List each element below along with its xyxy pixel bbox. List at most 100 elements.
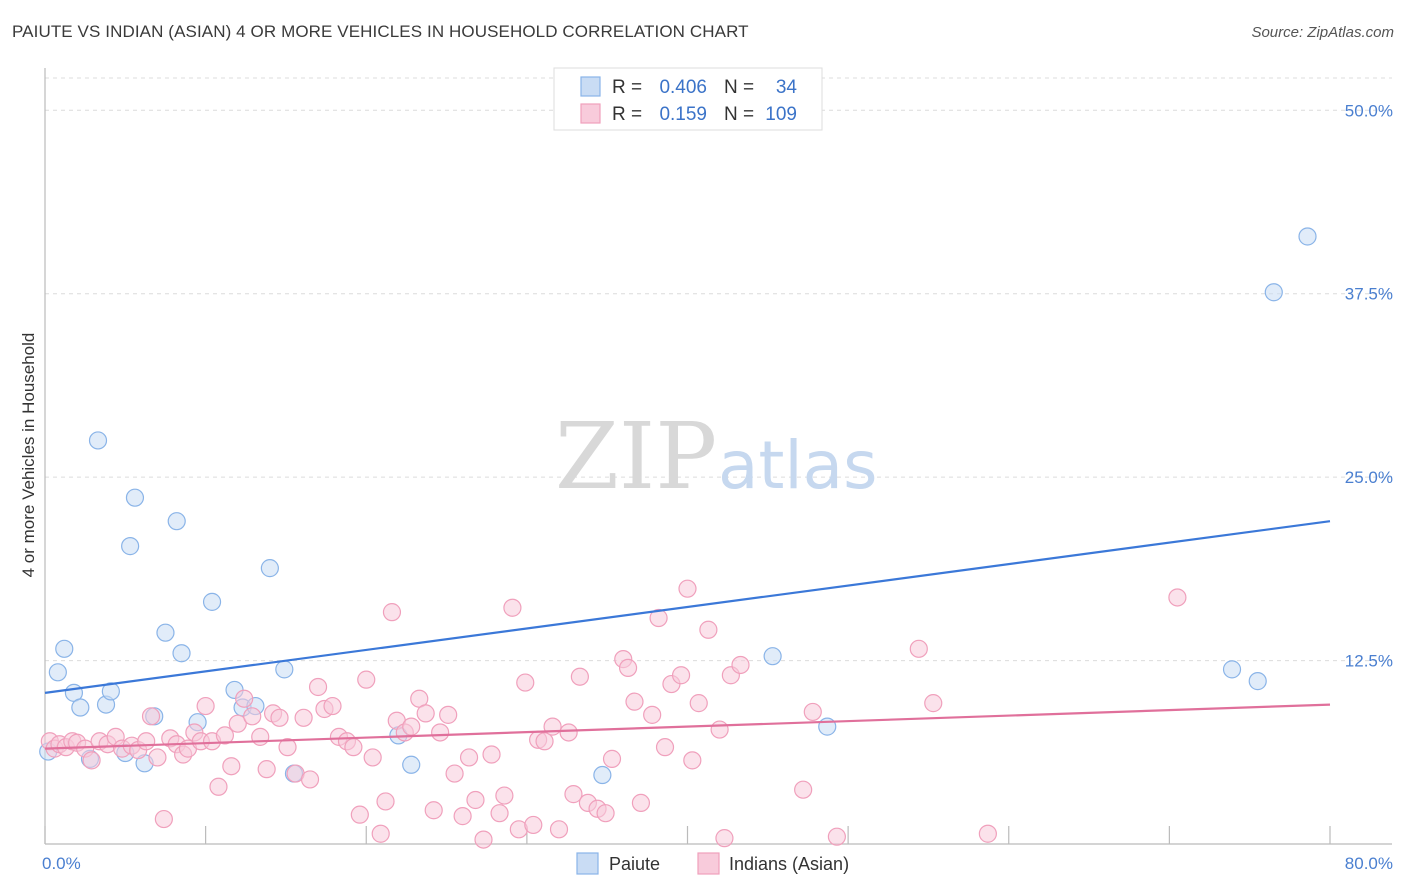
indians-asian-point: [371, 824, 390, 843]
bottom-legend-label-paiute: Paiute: [609, 854, 660, 874]
indians-asian-point: [596, 804, 615, 823]
y-tick-label: 12.5%: [1345, 652, 1393, 671]
indians-asian-point: [215, 726, 234, 745]
paiute-point: [101, 682, 120, 701]
indians-asian-point: [564, 785, 583, 804]
trend-lines: [44, 520, 1331, 750]
indians-asian-point: [683, 751, 702, 770]
indians-asian-point: [543, 717, 562, 736]
legend-r-label-1: R =: [612, 77, 642, 98]
y-axis-label: 4 or more Vehicles in Household: [19, 333, 38, 578]
paiute-point: [71, 698, 90, 717]
indians-asian-point: [827, 827, 846, 846]
indians-asian-point: [382, 603, 402, 622]
indians-asian-point: [516, 673, 535, 692]
indians-asian-point: [350, 805, 369, 824]
indians-asian-point: [559, 723, 578, 742]
indians-asian-point: [602, 749, 622, 768]
y-tick-label: 25.0%: [1345, 468, 1393, 487]
paiute-point: [88, 431, 108, 450]
grid-lines: [45, 77, 1392, 662]
source-label: Source: ZipAtlas.com: [1251, 24, 1394, 41]
indians-asian-point: [570, 667, 589, 686]
y-tick-labels: 12.5% 25.0% 37.5% 50.0%: [1345, 101, 1393, 670]
watermark-atlas: atlas: [718, 427, 878, 504]
paiute-point: [1248, 672, 1267, 691]
series-indians-asian-points: [40, 579, 1187, 849]
legend-n-value-2: 109: [765, 104, 797, 125]
paiute-point: [167, 512, 186, 531]
indians-asian-point: [649, 608, 668, 628]
indians-asian-point: [323, 696, 342, 716]
indians-asian-point: [344, 738, 363, 757]
indians-asian-point: [689, 694, 708, 713]
indians-asian-point: [794, 780, 813, 799]
paiute-point: [156, 623, 175, 642]
indians-asian-point: [678, 579, 697, 598]
indians-asian-point: [625, 692, 644, 711]
indians-asian-point: [643, 705, 662, 724]
indians-asian-point: [535, 732, 554, 751]
legend-n-label-1: N =: [724, 77, 754, 98]
legend-r-label-2: R =: [612, 104, 642, 125]
indians-asian-point: [137, 732, 156, 751]
indians-asian-point: [631, 793, 651, 813]
trend-line-indians-asian: [44, 703, 1331, 750]
indians-asian-point: [503, 598, 522, 617]
indians-asian-point: [466, 790, 485, 810]
legend-n-label-2: N =: [724, 104, 754, 125]
indians-asian-point: [228, 714, 247, 733]
indians-asian-point: [82, 751, 101, 770]
legend-r-value-2: 0.159: [659, 104, 707, 125]
indians-asian-point: [715, 829, 734, 848]
indians-asian-point: [243, 707, 262, 726]
indians-asian-point: [474, 830, 493, 849]
paiute-point: [402, 755, 421, 774]
indians-asian-point: [357, 670, 376, 689]
paiute-point: [1264, 283, 1283, 302]
indians-asian-point: [222, 757, 241, 776]
paiute-point: [121, 537, 140, 556]
trend-line-paiute: [44, 520, 1331, 694]
x-tick-label: 80.0%: [1345, 854, 1393, 873]
indians-asian-point: [495, 786, 514, 805]
indians-asian-point: [978, 824, 997, 843]
indians-asian-point: [154, 809, 173, 829]
legend-n-value-1: 34: [776, 77, 798, 98]
x-tick-label: 0.0%: [42, 854, 81, 873]
indians-asian-point: [671, 666, 691, 685]
legend-swatch-paiute: [580, 76, 601, 97]
indians-asian-point: [209, 777, 228, 796]
indians-asian-point: [431, 723, 450, 742]
paiute-point: [763, 647, 782, 666]
paiute-point: [202, 592, 222, 611]
indians-asian-point: [402, 717, 421, 736]
indians-asian-point: [376, 792, 395, 811]
indians-asian-point: [803, 702, 822, 722]
paiute-point: [1222, 660, 1242, 679]
indians-asian-point: [270, 708, 289, 727]
indians-asian-point: [445, 764, 464, 783]
indians-asian-point: [924, 694, 943, 713]
indians-asian-point: [439, 705, 458, 724]
paiute-point: [1298, 227, 1317, 246]
legend-swatch-indians-asian: [580, 103, 601, 124]
indians-asian-point: [300, 770, 320, 789]
indians-asian-point: [196, 696, 215, 716]
paiute-point: [125, 488, 145, 507]
indians-asian-point: [453, 807, 472, 826]
paiute-point: [275, 660, 294, 679]
watermark: ZIP atlas: [555, 403, 878, 510]
indians-asian-point: [655, 738, 675, 757]
indians-asian-point: [251, 727, 270, 746]
indians-asian-point: [482, 745, 501, 764]
indians-asian-point: [710, 720, 729, 739]
bottom-legend-label-indians-asian: Indians (Asian): [729, 854, 849, 874]
indians-asian-point: [278, 738, 297, 757]
indians-asian-point: [524, 815, 543, 835]
indians-asian-point: [141, 707, 161, 726]
paiute-point: [48, 663, 67, 682]
indians-asian-point: [294, 708, 313, 727]
watermark-zip: ZIP: [555, 403, 717, 510]
